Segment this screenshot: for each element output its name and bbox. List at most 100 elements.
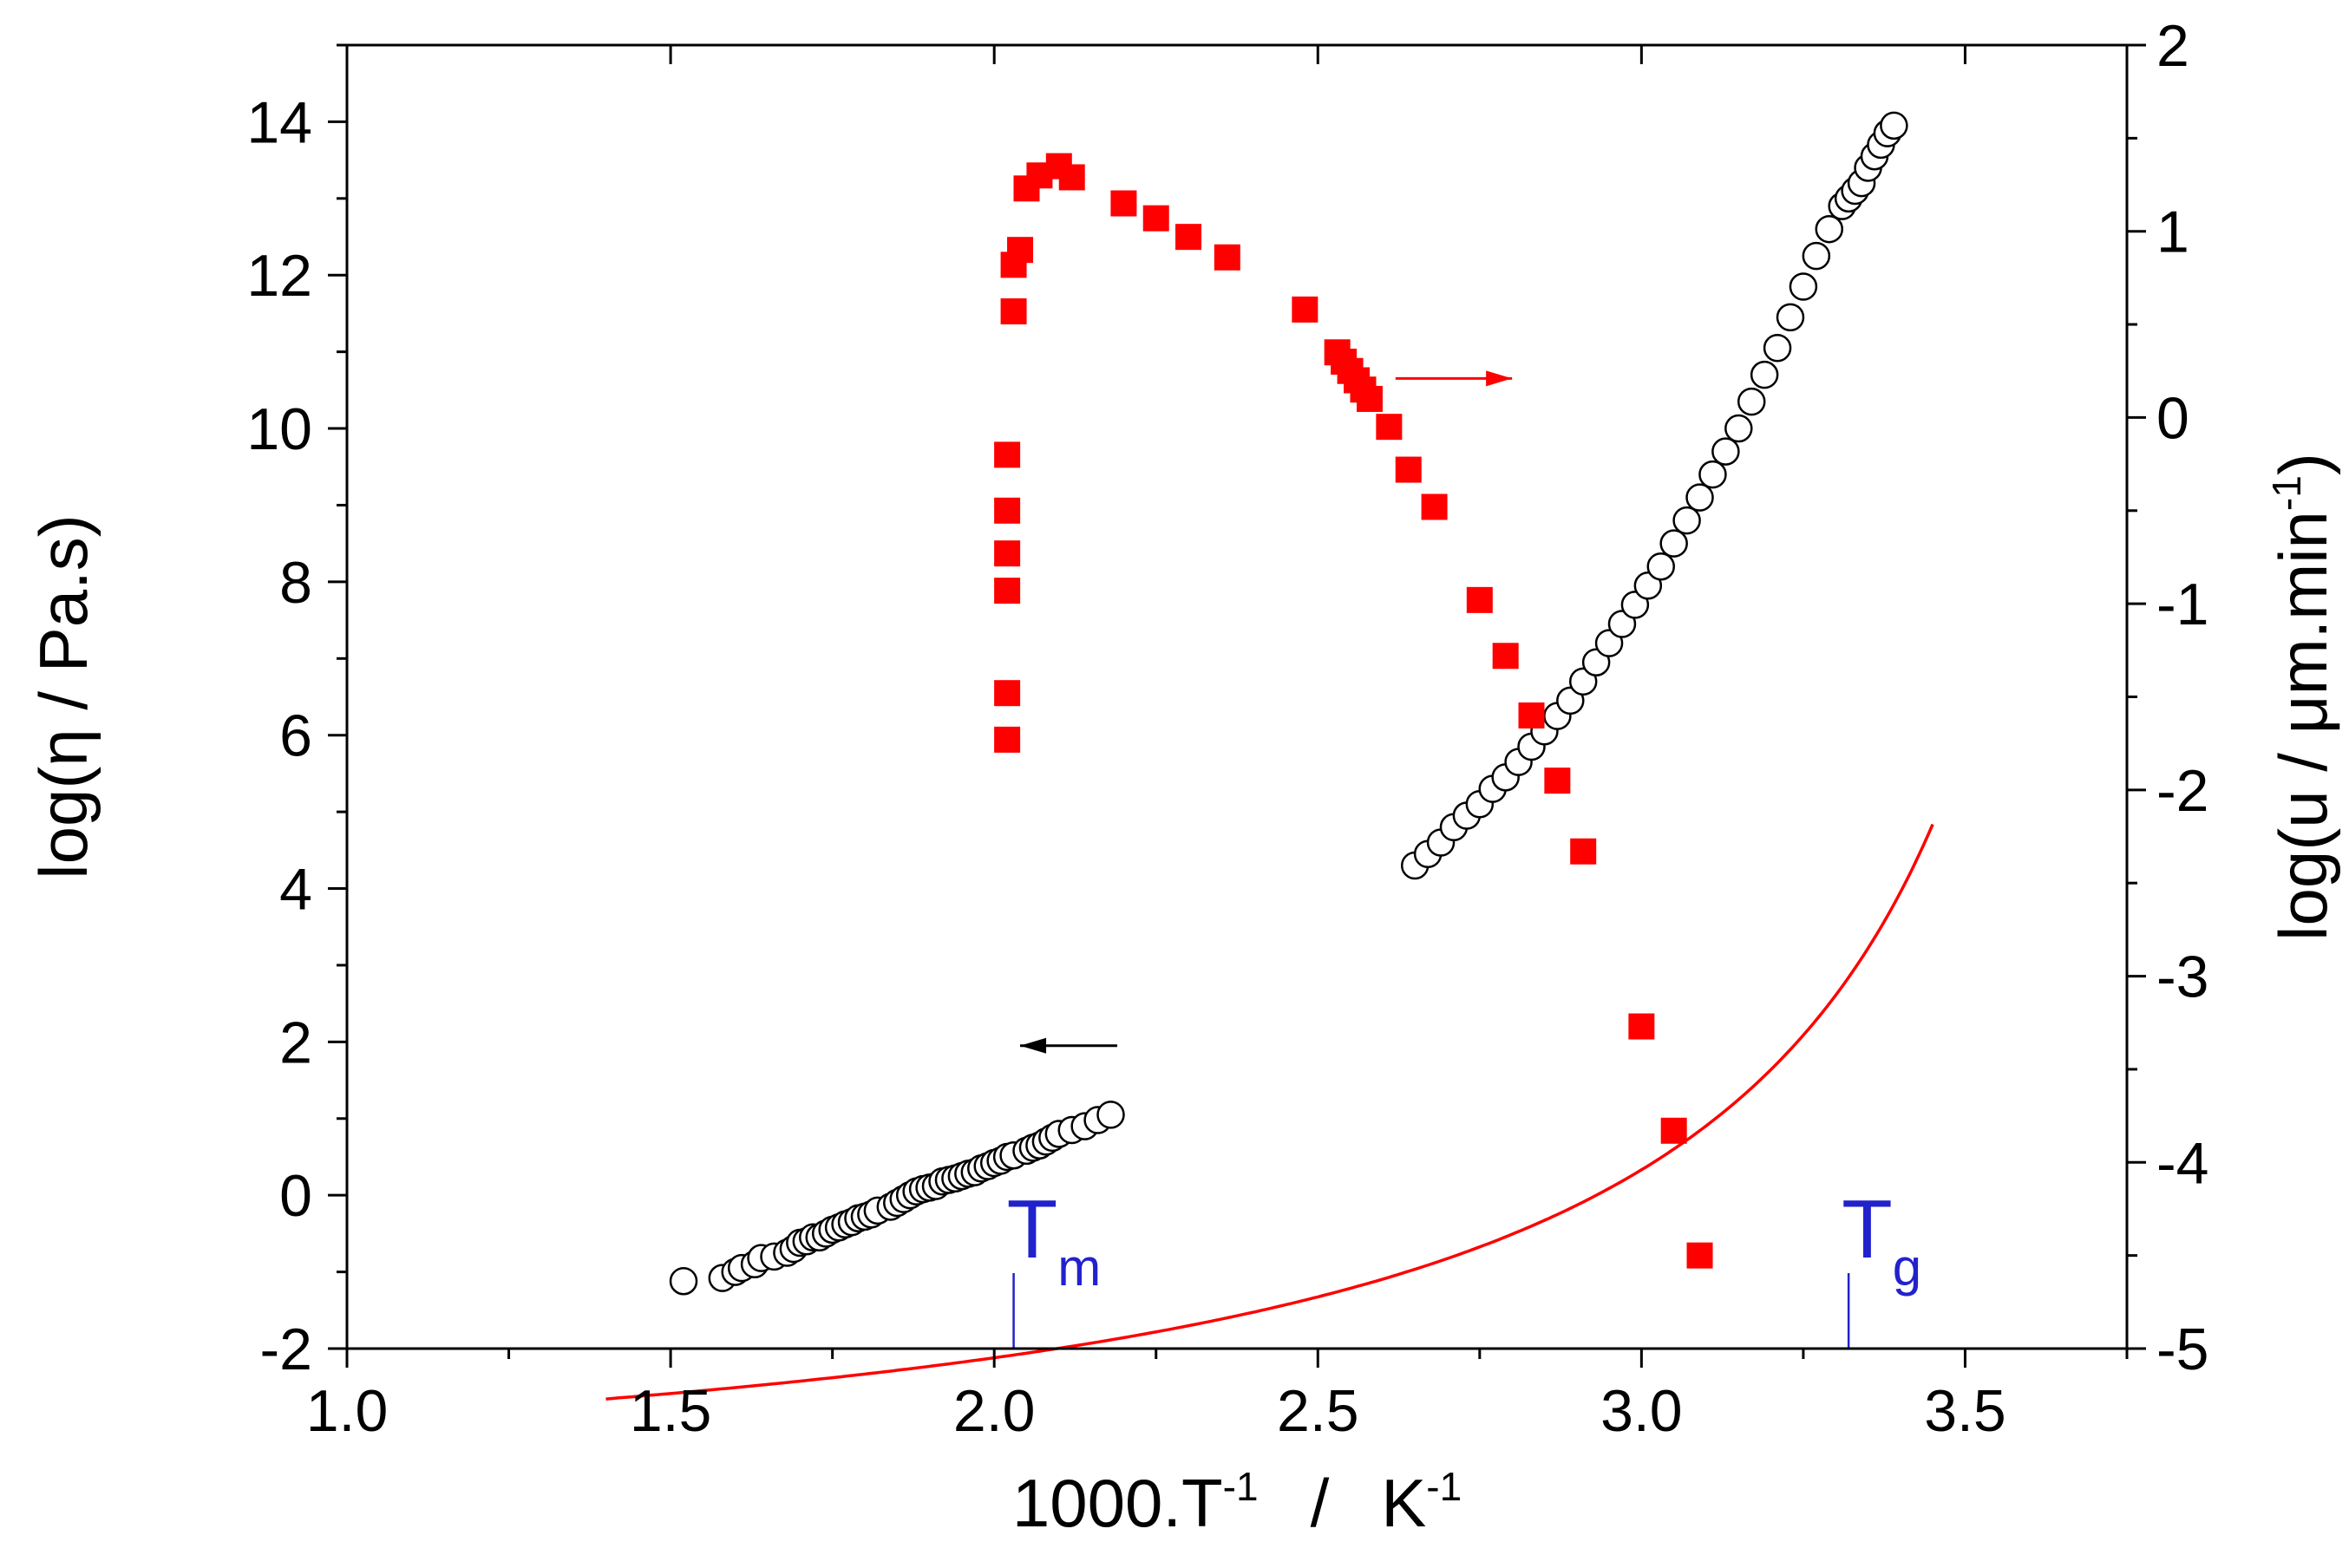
y-left-tick-label: 4 bbox=[279, 857, 312, 923]
x-title-sep: / bbox=[1311, 1465, 1330, 1541]
growth-rate-point bbox=[1000, 298, 1027, 325]
y-left-tick-label: 14 bbox=[246, 89, 312, 155]
x-tick-label: 3.0 bbox=[1600, 1378, 1683, 1444]
growth-rate-point bbox=[1110, 190, 1137, 217]
fit-curve-line bbox=[605, 823, 1934, 1401]
growth-rate-point bbox=[994, 540, 1021, 567]
growth-rate-point bbox=[1421, 493, 1448, 520]
y-left-tick-label: 8 bbox=[279, 550, 312, 616]
y-left-tick-label: -2 bbox=[260, 1316, 312, 1382]
viscosity-point bbox=[1737, 387, 1766, 416]
viscosity-point bbox=[1607, 610, 1637, 638]
viscosity-point bbox=[1659, 529, 1688, 558]
y-right-tick-label: -5 bbox=[2156, 1316, 2208, 1382]
x-title-main: 1000.T bbox=[1012, 1465, 1223, 1541]
viscosity-point bbox=[1633, 572, 1663, 600]
viscosity-point bbox=[669, 1266, 698, 1296]
growth-rate-point bbox=[1376, 414, 1403, 441]
growth-rate-point bbox=[994, 578, 1021, 604]
viscosity-point bbox=[1672, 506, 1701, 535]
x-axis-title: 1000.T-1/K-1 bbox=[1012, 1464, 1462, 1541]
viscosity-points-layer bbox=[669, 111, 1908, 1296]
y-right-tick-label: -4 bbox=[2156, 1130, 2208, 1196]
viscosity-point bbox=[1685, 483, 1714, 512]
tg-label: Tg bbox=[1842, 1183, 1921, 1297]
tm-label: Tm bbox=[1007, 1183, 1102, 1297]
y-left-tick-label: 12 bbox=[246, 243, 312, 309]
y-right-tick-label: -3 bbox=[2156, 944, 2208, 1010]
growth-rate-point bbox=[1492, 643, 1519, 670]
tg-label-main: T bbox=[1842, 1183, 1893, 1276]
viscosity-point bbox=[1724, 414, 1753, 443]
y-right-tick-label: 0 bbox=[2156, 385, 2189, 451]
annotations-layer: Tm Tg bbox=[1007, 370, 1921, 1349]
growth-rate-point bbox=[1142, 205, 1169, 232]
x-tick-label: 2.5 bbox=[1277, 1378, 1359, 1444]
y-left-axis-title: log(η / Pa.s) bbox=[25, 514, 101, 879]
fit-curve-layer bbox=[605, 823, 1934, 1401]
growth-rate-point bbox=[1214, 244, 1240, 271]
growth-rate-point bbox=[1466, 586, 1493, 613]
viscosity-point bbox=[1880, 111, 1908, 140]
growth-rate-point bbox=[1007, 237, 1034, 264]
y-right-tick-label: 2 bbox=[2156, 13, 2189, 79]
growth-rate-points-layer bbox=[994, 153, 1713, 1269]
growth-rate-point bbox=[1628, 1013, 1655, 1040]
viscosity-point bbox=[1750, 360, 1779, 389]
growth-rate-point bbox=[1570, 838, 1597, 865]
x-tick-label: 2.0 bbox=[953, 1378, 1036, 1444]
y-right-axis-title: log(u / μm.min-1) bbox=[2264, 453, 2341, 941]
viscosity-point bbox=[1698, 460, 1727, 489]
plot-frame bbox=[345, 43, 2129, 1350]
viscosity-point bbox=[1776, 303, 1805, 332]
x-tick-label: 1.5 bbox=[630, 1378, 712, 1444]
growth-rate-point bbox=[1175, 224, 1202, 251]
y-right-tick-label: -1 bbox=[2156, 572, 2208, 637]
growth-rate-point bbox=[994, 441, 1021, 468]
viscosity-point bbox=[1802, 241, 1831, 271]
arrow-to-right-axis-head bbox=[1486, 370, 1513, 387]
x-tick-label: 1.0 bbox=[306, 1378, 389, 1444]
y-right-tick-label: -2 bbox=[2156, 758, 2208, 824]
growth-rate-point bbox=[1395, 456, 1422, 483]
growth-rate-point bbox=[1518, 702, 1545, 728]
y-right-tick-label: 1 bbox=[2156, 199, 2189, 265]
tm-label-sub: m bbox=[1057, 1238, 1101, 1297]
growth-rate-point bbox=[994, 726, 1021, 753]
growth-rate-point bbox=[1686, 1242, 1713, 1269]
growth-rate-point bbox=[994, 680, 1021, 707]
growth-rate-point bbox=[994, 497, 1021, 524]
y-left-tick-label: 6 bbox=[279, 703, 312, 769]
x-title-sup: -1 bbox=[1223, 1464, 1259, 1509]
y-right-title-main: log(u / μm.min bbox=[2265, 511, 2341, 941]
viscosity-point bbox=[1711, 437, 1740, 466]
viscosity-point bbox=[1763, 333, 1792, 363]
viscosity-point bbox=[1581, 648, 1611, 676]
viscosity-point bbox=[1556, 686, 1585, 715]
growth-rate-point bbox=[1356, 385, 1383, 412]
viscosity-point bbox=[1815, 214, 1844, 244]
growth-rate-point bbox=[1544, 768, 1571, 794]
viscosity-point bbox=[1646, 552, 1675, 581]
growth-rate-point bbox=[1058, 164, 1085, 191]
viscosity-point bbox=[1620, 591, 1650, 619]
y-left-tick-label: 2 bbox=[279, 1009, 312, 1075]
tm-label-main: T bbox=[1007, 1183, 1058, 1276]
y-left-tick-label: 0 bbox=[279, 1163, 312, 1229]
growth-rate-point bbox=[1660, 1117, 1687, 1144]
y-right-title-end: ) bbox=[2265, 453, 2341, 475]
viscosity-point bbox=[1568, 667, 1598, 696]
viscosity-point bbox=[1096, 1101, 1125, 1129]
arrow-to-left-axis-head bbox=[1020, 1037, 1047, 1054]
tg-label-sub: g bbox=[1893, 1238, 1921, 1297]
viscosity-point bbox=[1789, 272, 1818, 301]
growth-rate-point bbox=[1292, 296, 1318, 323]
viscosity-point bbox=[1594, 629, 1624, 657]
x-title-unit: K bbox=[1381, 1465, 1426, 1541]
axes-layer: 1.0 1.5 2.0 2.5 3.0 3.5-202468101214-5-4-3-2-… bbox=[25, 13, 2341, 1541]
y-left-tick-label: 10 bbox=[246, 396, 312, 462]
x-tick-label: 3.5 bbox=[1924, 1378, 2006, 1444]
x-title-unit-sup: -1 bbox=[1426, 1464, 1462, 1509]
y-right-title-sup: -1 bbox=[2264, 475, 2309, 511]
